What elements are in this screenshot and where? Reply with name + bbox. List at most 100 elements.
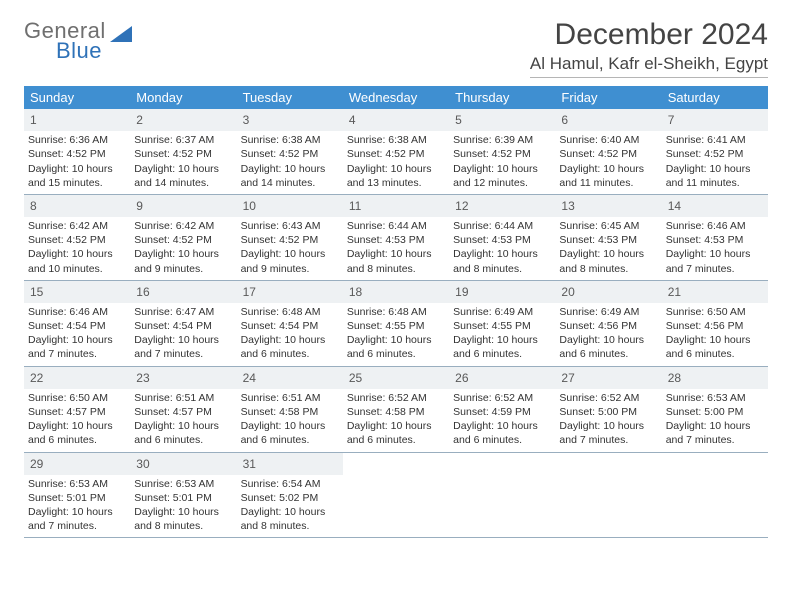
sunrise-text: Sunrise: 6:38 AM: [343, 133, 449, 147]
sunset-text: Sunset: 4:58 PM: [237, 405, 343, 419]
day-number: 1: [24, 109, 130, 131]
sunrise-text: Sunrise: 6:39 AM: [449, 133, 555, 147]
day-number: 31: [237, 453, 343, 475]
daylight-text: Daylight: 10 hours and 14 minutes.: [237, 162, 343, 190]
weekday-friday: Friday: [555, 86, 661, 109]
day-cell: [343, 453, 449, 538]
sunrise-text: Sunrise: 6:42 AM: [130, 219, 236, 233]
sunset-text: Sunset: 4:52 PM: [130, 233, 236, 247]
weekday-sunday: Sunday: [24, 86, 130, 109]
daylight-text: Daylight: 10 hours and 11 minutes.: [555, 162, 661, 190]
sunset-text: Sunset: 5:01 PM: [24, 491, 130, 505]
day-number: 23: [130, 367, 236, 389]
sunrise-text: Sunrise: 6:48 AM: [237, 305, 343, 319]
sunset-text: Sunset: 4:52 PM: [555, 147, 661, 161]
sunrise-text: Sunrise: 6:46 AM: [662, 219, 768, 233]
sunset-text: Sunset: 4:52 PM: [130, 147, 236, 161]
daylight-text: Daylight: 10 hours and 6 minutes.: [662, 333, 768, 361]
day-cell: 8Sunrise: 6:42 AMSunset: 4:52 PMDaylight…: [24, 195, 130, 280]
sunset-text: Sunset: 4:57 PM: [130, 405, 236, 419]
sunset-text: Sunset: 4:54 PM: [237, 319, 343, 333]
header: General Blue December 2024 Al Hamul, Kaf…: [24, 18, 768, 78]
day-number: 9: [130, 195, 236, 217]
day-number: 18: [343, 281, 449, 303]
sunset-text: Sunset: 4:57 PM: [24, 405, 130, 419]
sunset-text: Sunset: 4:56 PM: [662, 319, 768, 333]
calendar-week: 22Sunrise: 6:50 AMSunset: 4:57 PMDayligh…: [24, 367, 768, 453]
location-label: Al Hamul, Kafr el-Sheikh, Egypt: [530, 54, 768, 78]
day-cell: 20Sunrise: 6:49 AMSunset: 4:56 PMDayligh…: [555, 281, 661, 366]
sunrise-text: Sunrise: 6:53 AM: [130, 477, 236, 491]
daylight-text: Daylight: 10 hours and 7 minutes.: [662, 419, 768, 447]
logo: General Blue: [24, 18, 132, 64]
day-number: 13: [555, 195, 661, 217]
day-cell: 13Sunrise: 6:45 AMSunset: 4:53 PMDayligh…: [555, 195, 661, 280]
day-number: 20: [555, 281, 661, 303]
daylight-text: Daylight: 10 hours and 11 minutes.: [662, 162, 768, 190]
daylight-text: Daylight: 10 hours and 8 minutes.: [555, 247, 661, 275]
daylight-text: Daylight: 10 hours and 8 minutes.: [343, 247, 449, 275]
calendar-week: 15Sunrise: 6:46 AMSunset: 4:54 PMDayligh…: [24, 281, 768, 367]
day-cell: 30Sunrise: 6:53 AMSunset: 5:01 PMDayligh…: [130, 453, 236, 538]
day-number: 27: [555, 367, 661, 389]
calendar: SundayMondayTuesdayWednesdayThursdayFrid…: [24, 86, 768, 538]
day-cell: 25 Sunrise: 6:52 AMSunset: 4:58 PMDayligh…: [343, 367, 449, 452]
sunset-text: Sunset: 4:52 PM: [237, 147, 343, 161]
day-cell: 31Sunrise: 6:54 AMSunset: 5:02 PMDayligh…: [237, 453, 343, 538]
day-cell: 3Sunrise: 6:38 AMSunset: 4:52 PMDaylight…: [237, 109, 343, 194]
daylight-text: Daylight: 10 hours and 6 minutes.: [555, 333, 661, 361]
sunrise-text: Sunrise: 6:43 AM: [237, 219, 343, 233]
sunrise-text: Sunrise: 6:50 AM: [24, 391, 130, 405]
day-number: 3: [237, 109, 343, 131]
logo-triangle-icon: [110, 26, 132, 42]
day-cell: 24Sunrise: 6:51 AMSunset: 4:58 PMDayligh…: [237, 367, 343, 452]
weekday-header: SundayMondayTuesdayWednesdayThursdayFrid…: [24, 86, 768, 109]
sunrise-text: Sunrise: 6:42 AM: [24, 219, 130, 233]
day-number: 15: [24, 281, 130, 303]
day-number: 21: [662, 281, 768, 303]
day-number: 8: [24, 195, 130, 217]
sunrise-text: Sunrise: 6:52 AM: [555, 391, 661, 405]
day-cell: 17Sunrise: 6:48 AMSunset: 4:54 PMDayligh…: [237, 281, 343, 366]
daylight-text: Daylight: 10 hours and 6 minutes.: [24, 419, 130, 447]
sunrise-text: Sunrise: 6:48 AM: [343, 305, 449, 319]
sunrise-text: Sunrise: 6:36 AM: [24, 133, 130, 147]
daylight-text: Daylight: 10 hours and 6 minutes.: [237, 419, 343, 447]
daylight-text: Daylight: 10 hours and 6 minutes.: [343, 419, 449, 447]
day-number: 2: [130, 109, 236, 131]
sunrise-text: Sunrise: 6:52 AM: [449, 391, 555, 405]
sunset-text: Sunset: 4:52 PM: [662, 147, 768, 161]
sunset-text: Sunset: 4:52 PM: [24, 233, 130, 247]
sunset-text: Sunset: 4:59 PM: [449, 405, 555, 419]
day-cell: 10Sunrise: 6:43 AMSunset: 4:52 PMDayligh…: [237, 195, 343, 280]
sunrise-text: Sunrise: 6:44 AM: [449, 219, 555, 233]
sunset-text: Sunset: 5:01 PM: [130, 491, 236, 505]
daylight-text: Daylight: 10 hours and 6 minutes.: [343, 333, 449, 361]
sunrise-text: Sunrise: 6:37 AM: [130, 133, 236, 147]
day-cell: 23Sunrise: 6:51 AMSunset: 4:57 PMDayligh…: [130, 367, 236, 452]
day-number: 22: [24, 367, 130, 389]
weekday-monday: Monday: [130, 86, 236, 109]
day-number: 25: [343, 367, 449, 389]
daylight-text: Daylight: 10 hours and 6 minutes.: [449, 333, 555, 361]
daylight-text: Daylight: 10 hours and 7 minutes.: [555, 419, 661, 447]
day-cell: 27Sunrise: 6:52 AMSunset: 5:00 PMDayligh…: [555, 367, 661, 452]
weekday-wednesday: Wednesday: [343, 86, 449, 109]
sunrise-text: Sunrise: 6:53 AM: [24, 477, 130, 491]
day-cell: 5Sunrise: 6:39 AMSunset: 4:52 PMDaylight…: [449, 109, 555, 194]
sunset-text: Sunset: 4:55 PM: [343, 319, 449, 333]
daylight-text: Daylight: 10 hours and 9 minutes.: [130, 247, 236, 275]
sunset-text: Sunset: 4:53 PM: [555, 233, 661, 247]
weekday-saturday: Saturday: [662, 86, 768, 109]
sunset-text: Sunset: 4:58 PM: [343, 405, 449, 419]
sunset-text: Sunset: 4:54 PM: [24, 319, 130, 333]
title-block: December 2024 Al Hamul, Kafr el-Sheikh, …: [530, 18, 768, 78]
day-number: 6: [555, 109, 661, 131]
day-cell: [449, 453, 555, 538]
day-cell: 2Sunrise: 6:37 AMSunset: 4:52 PMDaylight…: [130, 109, 236, 194]
day-number: 16: [130, 281, 236, 303]
day-number: 19: [449, 281, 555, 303]
sunrise-text: Sunrise: 6:52 AM: [343, 391, 449, 405]
sunset-text: Sunset: 4:55 PM: [449, 319, 555, 333]
daylight-text: Daylight: 10 hours and 7 minutes.: [24, 333, 130, 361]
